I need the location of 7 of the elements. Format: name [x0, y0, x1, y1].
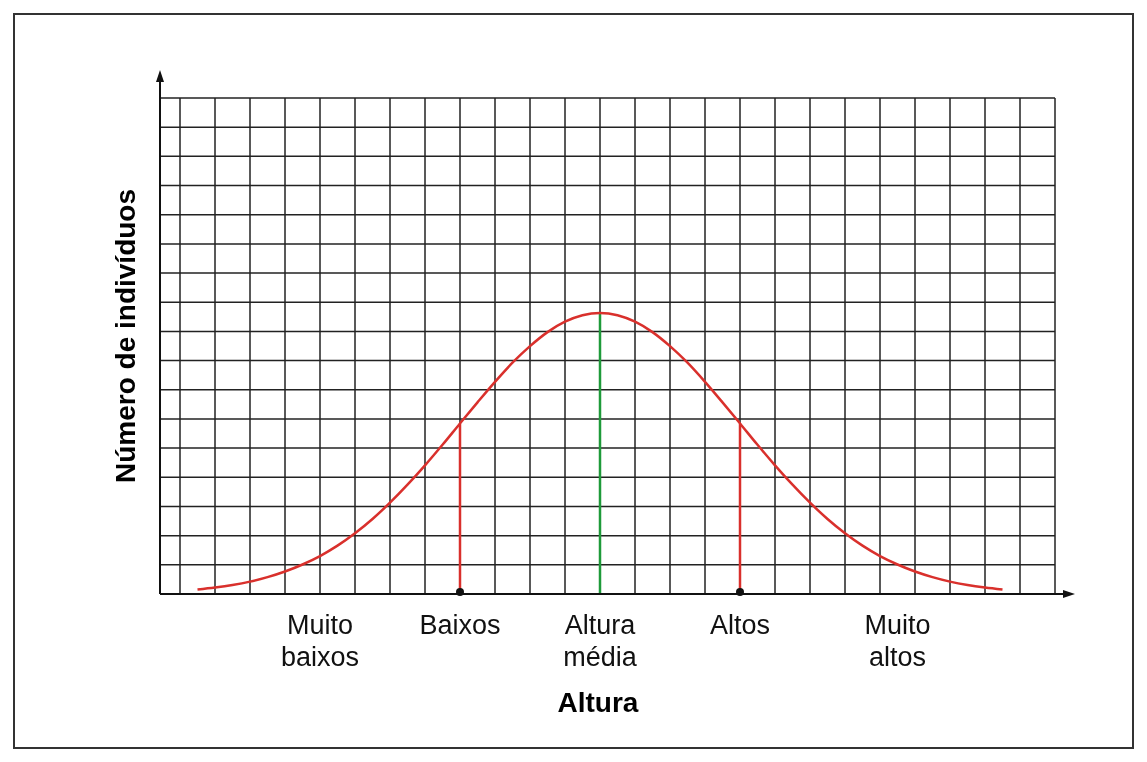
- y-axis-title: Número de indivíduos: [110, 188, 141, 484]
- x-tick-label: Altos: [709, 610, 771, 640]
- x-tick-label: Muito altos: [864, 610, 931, 672]
- x-tick-label: Altura média: [563, 610, 638, 672]
- x-axis-title: Altura: [557, 687, 639, 718]
- x-tick-label: Baixos: [419, 610, 501, 640]
- x-tick-label: Muito baixos: [280, 610, 360, 672]
